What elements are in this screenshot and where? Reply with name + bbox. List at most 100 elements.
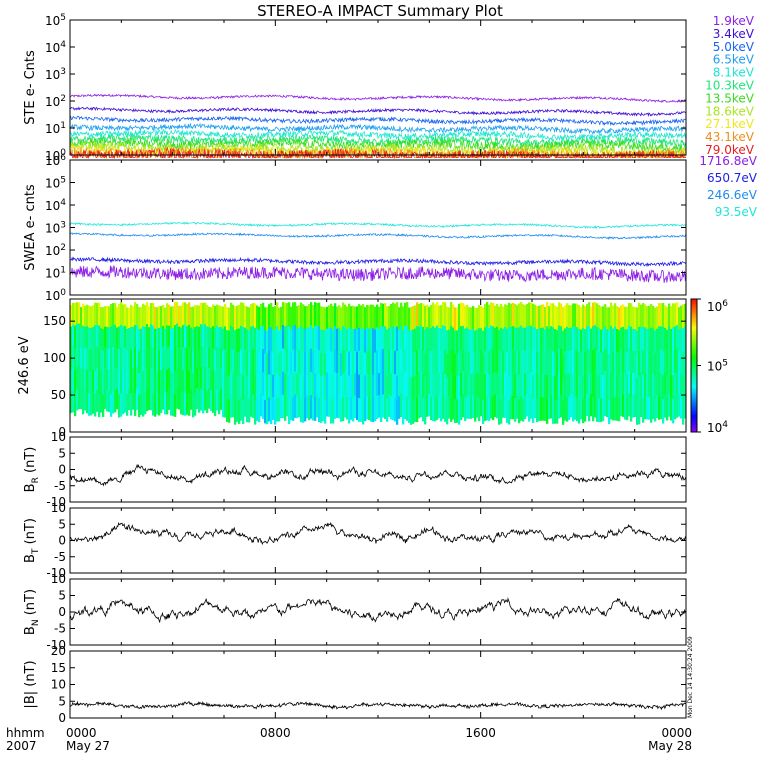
heatmap-cell xyxy=(194,304,197,328)
heatmap-cell xyxy=(636,377,639,402)
heatmap-cell xyxy=(172,350,175,373)
y-tick-label: 5 xyxy=(58,517,66,531)
y-tick-label: -5 xyxy=(54,550,66,564)
heatmap-cell xyxy=(544,375,547,399)
heatmap-cell xyxy=(414,305,417,329)
heatmap-cell xyxy=(400,371,403,395)
heatmap-cell xyxy=(338,327,341,351)
heatmap-cell xyxy=(176,387,179,409)
heatmap-cell xyxy=(574,349,577,374)
heatmap-cell xyxy=(304,352,307,376)
heatmap-cell xyxy=(274,400,277,425)
heatmap-cell xyxy=(76,388,79,411)
heatmap-cell xyxy=(150,345,153,368)
heatmap-cell xyxy=(70,326,73,349)
heatmap-cell xyxy=(96,324,99,347)
heatmap-cell xyxy=(502,350,505,374)
heatmap-cell xyxy=(604,304,607,327)
heatmap-cell xyxy=(260,303,263,327)
heatmap-cell xyxy=(86,391,89,414)
heatmap-cell xyxy=(176,366,179,388)
colorbar-segment xyxy=(691,361,697,364)
heatmap-cell xyxy=(156,307,159,329)
heatmap-cell xyxy=(392,302,395,327)
heatmap-cell xyxy=(468,396,471,419)
heatmap-cell xyxy=(254,351,257,377)
heatmap-cell xyxy=(654,353,657,377)
heatmap-cell xyxy=(142,303,145,327)
heatmap-cell xyxy=(460,349,463,374)
heatmap-cell xyxy=(684,326,687,350)
heatmap-cell xyxy=(512,302,515,327)
heatmap-cell xyxy=(528,302,531,327)
heatmap-cell xyxy=(442,395,445,419)
heatmap-cell xyxy=(404,326,407,350)
heatmap-cell xyxy=(386,329,389,353)
heatmap-cell xyxy=(112,347,115,370)
heatmap-cell xyxy=(574,326,577,351)
time-tick-date: May 27 xyxy=(66,739,110,753)
heatmap-cell xyxy=(438,305,441,329)
heatmap-cell xyxy=(176,323,179,346)
heatmap-cell xyxy=(172,372,175,395)
time-axis-units: hhmm xyxy=(6,726,45,740)
heatmap-cell xyxy=(328,394,331,417)
heatmap-cell xyxy=(158,371,161,394)
heatmap-cell xyxy=(454,307,457,331)
heatmap-cell xyxy=(134,302,137,326)
heatmap-cell xyxy=(626,329,629,353)
heatmap-cell xyxy=(100,370,103,392)
heatmap-cell xyxy=(334,326,337,350)
heatmap-cell xyxy=(168,325,171,347)
heatmap-cell xyxy=(640,349,643,373)
heatmap-cell xyxy=(626,306,629,330)
heatmap-cell xyxy=(182,370,185,393)
heatmap-cell xyxy=(232,349,235,373)
heatmap-cell xyxy=(530,348,533,373)
heatmap-cell xyxy=(556,400,559,424)
legend-label: 10.3keV xyxy=(705,79,755,93)
heatmap-cell xyxy=(544,307,547,330)
heatmap-cell xyxy=(246,375,249,400)
heatmap-cell xyxy=(444,373,447,398)
heatmap-cell xyxy=(538,305,541,330)
heatmap-cell xyxy=(262,325,265,350)
heatmap-cell xyxy=(634,372,637,396)
heatmap-cell xyxy=(320,352,323,377)
heatmap-cell xyxy=(558,395,561,419)
heatmap-cell xyxy=(366,327,369,351)
heatmap-cell xyxy=(194,349,197,372)
heatmap-cell xyxy=(128,328,131,349)
heatmap-cell xyxy=(628,303,631,326)
heatmap-cell xyxy=(142,393,145,417)
heatmap-cell xyxy=(602,397,605,421)
heatmap-cell xyxy=(182,325,185,348)
heatmap-cell xyxy=(588,373,591,398)
heatmap-cell xyxy=(248,353,251,377)
heatmap-cell xyxy=(72,368,75,391)
colorbar-segment xyxy=(691,365,697,369)
heatmap-cell xyxy=(640,327,643,350)
heatmap-cell xyxy=(220,347,223,369)
heatmap-cell xyxy=(578,328,581,353)
heatmap-cell xyxy=(108,327,111,349)
heatmap-cell xyxy=(620,371,623,395)
colorbar-segment xyxy=(691,312,697,316)
heatmap-cell xyxy=(446,353,449,378)
heatmap-cell xyxy=(226,330,229,354)
heatmap-cell xyxy=(298,394,301,418)
heatmap-cell xyxy=(252,394,255,418)
heatmap-cell xyxy=(178,305,181,327)
heatmap-cell xyxy=(256,374,259,398)
heatmap-cell xyxy=(636,330,639,355)
heatmap-cell xyxy=(222,372,225,396)
heatmap-cell xyxy=(128,348,131,370)
heatmap-cell xyxy=(308,373,311,398)
heatmap-cell xyxy=(94,302,97,326)
heatmap-cell xyxy=(648,396,651,420)
heatmap-cell xyxy=(118,394,121,418)
heatmap-cell xyxy=(498,330,501,354)
heatmap-cell xyxy=(152,392,155,416)
heatmap-cell xyxy=(468,307,471,330)
heatmap-cell xyxy=(276,397,279,422)
